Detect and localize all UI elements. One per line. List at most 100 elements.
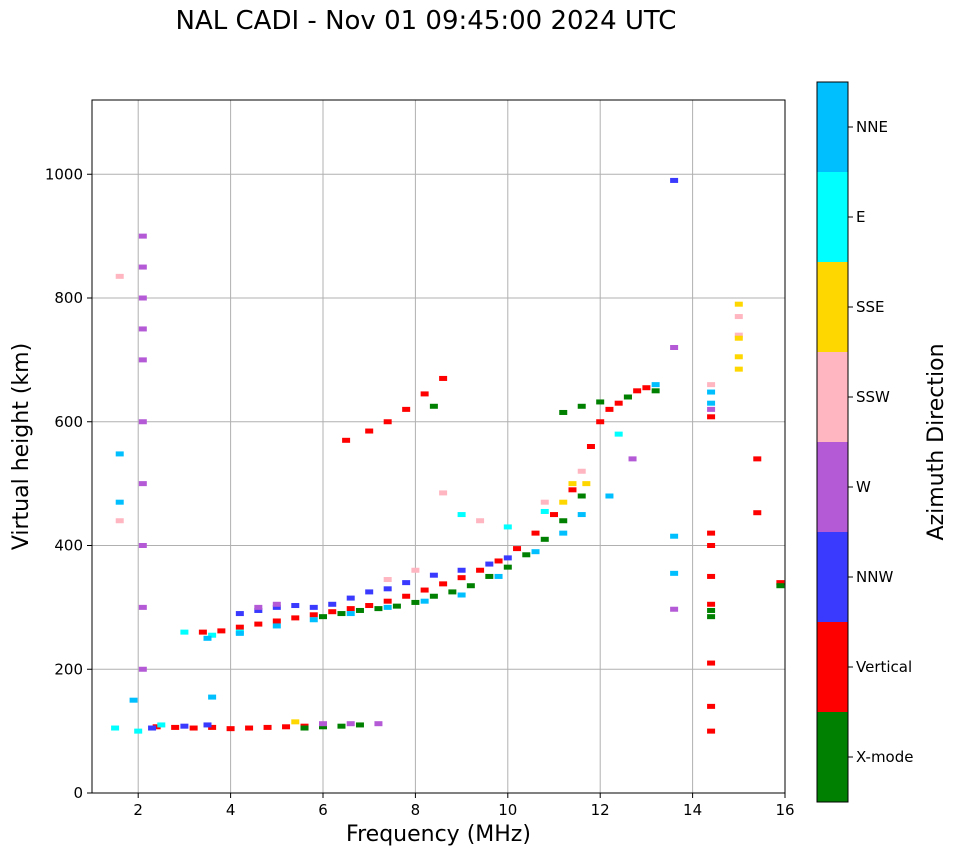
point-x-mode — [411, 599, 420, 605]
point-ssw — [734, 314, 743, 320]
point-x-mode — [522, 552, 531, 558]
point-vertical — [642, 385, 651, 391]
point-x-mode — [448, 589, 457, 595]
y-tick-label: 1000 — [45, 165, 83, 183]
x-tick-label: 2 — [133, 801, 143, 819]
point-vertical — [402, 593, 411, 599]
point-x-mode — [559, 518, 568, 524]
colorbar-swatch — [817, 262, 848, 352]
point-vertical — [753, 456, 762, 462]
point-ssw — [734, 332, 743, 338]
y-axis-label: Virtual height (km) — [9, 343, 34, 550]
point-vertical — [346, 606, 355, 612]
point-vertical — [439, 581, 448, 587]
x-axis-ticks: 2 4 6 8 10 12 14 16 — [133, 793, 795, 819]
point-vertical — [208, 724, 217, 730]
point-x-mode — [337, 611, 346, 617]
point-w — [628, 456, 637, 462]
point-ssw — [439, 490, 448, 496]
point-nne — [129, 697, 138, 703]
point-x-mode — [319, 614, 327, 620]
point-sse — [291, 719, 300, 725]
point-x-mode — [429, 593, 438, 599]
point-sse — [734, 366, 743, 372]
point-e — [457, 512, 466, 518]
colorbar-tick-label: E — [856, 208, 865, 226]
point-nnw — [203, 722, 212, 728]
point-vertical — [383, 598, 392, 604]
point-x-mode — [337, 723, 346, 729]
point-w — [272, 601, 281, 607]
point-w — [254, 604, 263, 610]
point-vertical — [707, 573, 716, 579]
point-vertical — [605, 406, 614, 412]
x-tick-label: 10 — [498, 801, 517, 819]
point-nnw — [485, 561, 494, 567]
point-nnw — [670, 177, 679, 183]
point-vertical — [402, 406, 411, 412]
point-vertical — [420, 587, 429, 593]
point-nne — [235, 630, 244, 636]
colorbar-tick-label: Vertical — [856, 658, 912, 676]
point-ssw — [411, 567, 420, 573]
point-nne — [651, 382, 660, 388]
point-nne — [531, 549, 540, 555]
point-sse — [734, 335, 743, 341]
point-nne — [272, 623, 281, 629]
point-nnw — [328, 601, 337, 607]
point-vertical — [226, 726, 235, 732]
point-x-mode — [651, 388, 660, 394]
point-nnw — [180, 723, 189, 729]
point-nne — [670, 533, 679, 539]
y-tick-label: 800 — [54, 289, 83, 307]
colorbar-tick-label: NNW — [856, 568, 893, 586]
point-w — [138, 233, 147, 239]
point-nnw — [402, 580, 411, 586]
point-vertical — [707, 660, 716, 666]
point-nne — [577, 512, 586, 518]
point-vertical — [152, 724, 161, 730]
point-nne — [707, 389, 716, 395]
y-tick-label: 200 — [54, 660, 83, 678]
point-vertical — [272, 618, 281, 624]
point-sse — [568, 481, 577, 487]
point-ssw — [383, 577, 392, 583]
point-e — [614, 431, 623, 437]
point-vertical — [235, 624, 244, 630]
point-x-mode — [540, 536, 549, 542]
point-nne — [115, 499, 124, 505]
point-e — [208, 632, 217, 638]
point-w — [374, 721, 383, 727]
point-nnw — [457, 567, 466, 573]
point-vertical — [707, 543, 716, 548]
point-nnw — [148, 725, 157, 731]
colorbar-frame — [816, 81, 849, 803]
point-vertical — [328, 609, 337, 615]
point-vertical — [586, 444, 595, 449]
point-w — [138, 419, 147, 425]
point-x-mode — [466, 583, 475, 589]
point-w — [707, 406, 716, 412]
point-nnw — [383, 586, 392, 592]
point-w — [319, 721, 327, 727]
point-vertical — [707, 414, 716, 420]
colorbar-tick-label: NNE — [856, 118, 888, 136]
point-vertical — [263, 724, 272, 730]
point-ssw — [577, 468, 586, 474]
point-vertical — [753, 510, 762, 516]
x-tick-label: 6 — [318, 801, 328, 819]
colorbar-swatch — [817, 82, 848, 172]
point-ssw — [476, 518, 485, 524]
point-vertical — [309, 612, 318, 618]
point-w — [138, 295, 147, 301]
point-sse — [582, 481, 591, 487]
colorbar-swatch — [817, 442, 848, 532]
colorbar-swatch — [817, 352, 848, 442]
x-axis-label: Frequency (MHz) — [346, 822, 531, 847]
point-nne — [420, 598, 429, 604]
point-nne — [670, 570, 679, 576]
colorbar-swatch — [817, 712, 848, 802]
point-e — [157, 722, 166, 728]
point-vertical — [614, 400, 623, 406]
